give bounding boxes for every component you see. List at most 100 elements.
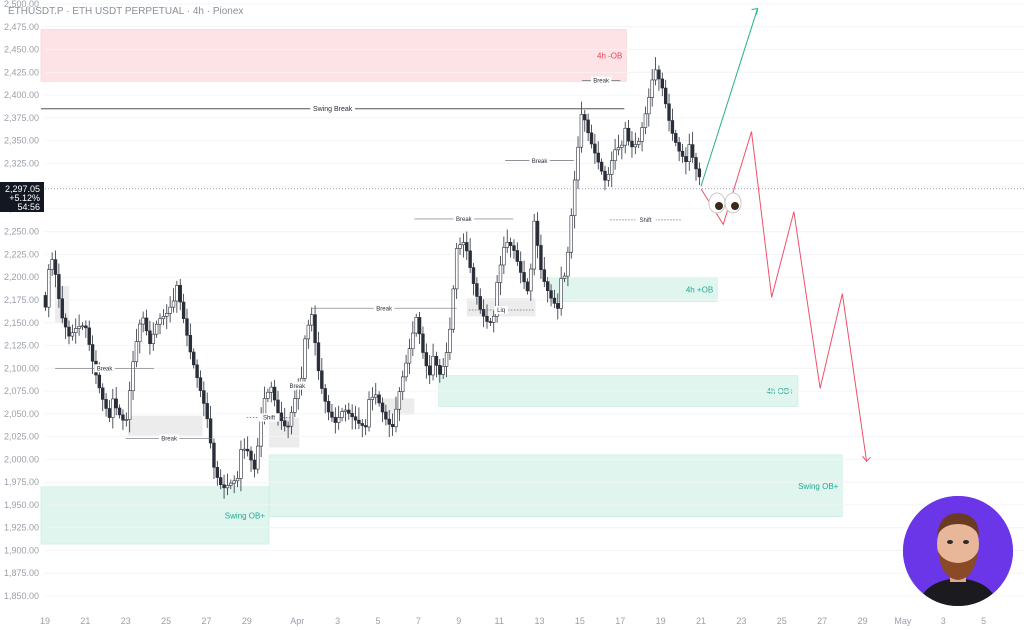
candle-body-0	[43, 295, 48, 308]
x-tick-9: 7	[416, 616, 421, 626]
bull-projection-line	[700, 8, 759, 187]
candle-body-187	[674, 133, 678, 143]
candle-body-103	[390, 424, 395, 428]
y-tick-10: 2,100.00	[4, 363, 39, 373]
candles-layer	[43, 57, 702, 499]
candle-body-72	[286, 425, 290, 428]
candle-body-88	[340, 411, 344, 418]
candle-body-113	[424, 352, 429, 367]
candle-body-141	[519, 261, 523, 273]
candle-body-115	[431, 356, 435, 376]
candle-body-117	[438, 365, 442, 375]
candle-body-108	[407, 348, 412, 364]
candle-body-104	[394, 408, 398, 428]
x-tick-8: 5	[376, 616, 381, 626]
candle-body-180	[650, 79, 654, 98]
level-label-4: Break	[376, 306, 393, 312]
level-label-bg-10	[494, 306, 509, 315]
level-label-bg-6	[94, 364, 115, 373]
candle-body-111	[417, 317, 422, 335]
candle-body-28	[138, 323, 142, 342]
candle-body-13	[87, 327, 91, 345]
candle-body-137	[505, 241, 509, 248]
candle-body-152	[556, 303, 560, 309]
ob-label-4: Swing OB+	[798, 482, 839, 491]
candle-body-16	[97, 374, 102, 389]
candle-body-57	[235, 478, 240, 482]
candle-body-139	[512, 245, 516, 251]
candle-body-73	[289, 412, 294, 427]
candle-body-21	[114, 398, 118, 409]
ob-label-3: Swing OB+	[225, 511, 266, 520]
candle-body-134	[495, 282, 499, 317]
x-tick-17: 23	[736, 616, 746, 626]
candle-body-89	[343, 409, 348, 412]
candle-body-19	[107, 408, 112, 418]
candle-body-162	[589, 132, 594, 145]
candle-body-135	[498, 264, 503, 283]
candle-body-92	[353, 416, 358, 421]
candle-body-138	[508, 241, 513, 246]
x-tick-2: 23	[121, 616, 131, 626]
candle-body-98	[374, 394, 378, 398]
candle-body-33	[154, 323, 159, 335]
level-label-bg-2	[529, 156, 550, 165]
ob-zone-0	[40, 29, 627, 82]
candle-body-45	[195, 364, 199, 379]
candle-body-161	[586, 119, 590, 134]
x-tick-23: 5	[981, 616, 986, 626]
candle-body-107	[404, 362, 408, 378]
x-tick-14: 17	[615, 616, 625, 626]
candle-body-8	[70, 332, 75, 337]
candle-body-127	[471, 267, 476, 284]
candle-body-48	[205, 403, 209, 420]
candle-body-58	[239, 449, 243, 479]
x-tick-3: 25	[161, 616, 171, 626]
candle-body-109	[411, 332, 415, 350]
candle-body-153	[559, 278, 563, 309]
candle-body-44	[192, 351, 196, 366]
level-label-bg-0	[310, 104, 355, 113]
x-tick-18: 25	[777, 616, 787, 626]
x-tick-4: 27	[201, 616, 211, 626]
candle-body-9	[74, 328, 78, 334]
candle-body-133	[492, 315, 496, 323]
candle-body-62	[252, 459, 257, 470]
candle-body-189	[680, 150, 685, 157]
candle-body-37	[168, 306, 172, 314]
level-label-bg-8	[258, 413, 280, 422]
candle-body-147	[539, 245, 543, 271]
candle-body-188	[677, 142, 681, 152]
candle-body-128	[475, 283, 479, 297]
candle-body-192	[690, 144, 695, 158]
candle-body-55	[229, 482, 233, 486]
level-label-bg-1	[590, 76, 612, 85]
y-tick-16: 2,250.00	[4, 227, 39, 237]
candle-body-14	[90, 344, 95, 362]
candle-body-157	[572, 179, 577, 216]
candle-body-96	[367, 399, 371, 428]
candle-body-118	[441, 366, 445, 375]
level-label-6: Break	[97, 367, 114, 373]
level-label-bg-7	[158, 434, 180, 443]
candle-body-50	[212, 442, 216, 468]
candle-body-3	[53, 259, 58, 275]
price-tag-bg	[0, 182, 44, 212]
ob-label-1: 4h +OB	[686, 286, 713, 295]
chart-title: ETHUSDT.P · ETH USDT PERPETUAL · 4h · Pi…	[8, 6, 243, 17]
y-tick-21: 2,375.00	[4, 113, 39, 123]
candle-body-186	[670, 120, 675, 134]
candle-body-74	[293, 398, 297, 413]
candle-body-38	[171, 300, 176, 308]
x-tick-12: 13	[535, 616, 545, 626]
candle-body-17	[101, 387, 105, 400]
candle-body-42	[185, 318, 189, 336]
candle-body-149	[545, 281, 550, 291]
candle-body-7	[67, 326, 71, 337]
candle-body-155	[566, 251, 570, 277]
streamer-avatar	[903, 496, 1013, 606]
candle-body-158	[576, 146, 580, 181]
candle-body-114	[427, 365, 432, 376]
